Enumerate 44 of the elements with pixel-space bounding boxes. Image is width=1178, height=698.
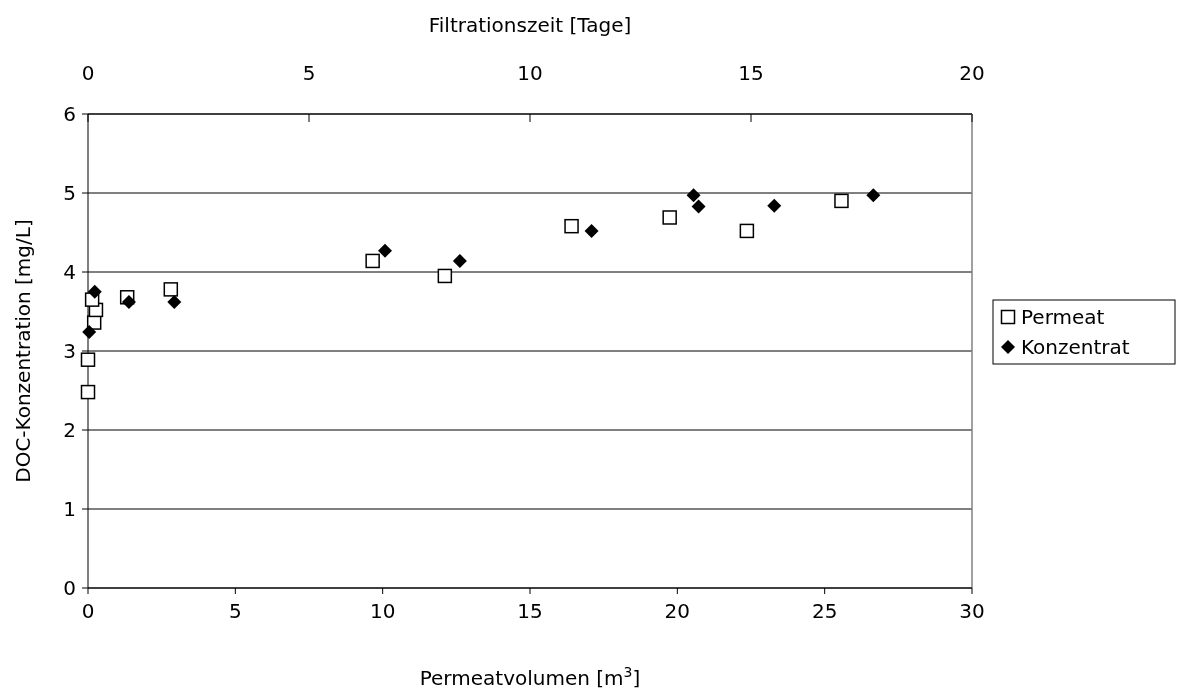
x-axis-title: Permeatvolumen [m$^{3}$]: [419, 664, 641, 690]
x2-tick-label: 0: [81, 61, 95, 85]
point: [662, 210, 677, 225]
point: [167, 295, 182, 310]
y-tick-label: 5: [63, 181, 76, 205]
y-tick-label: 1: [63, 497, 76, 521]
legend-label: Permeat: [1021, 305, 1105, 329]
y-axis-title: DOC-Konzentration [mg/L]: [11, 219, 35, 483]
point: [80, 384, 96, 400]
x2-tick-label: 20: [959, 61, 985, 85]
y-tick-label: 0: [63, 576, 76, 600]
x-tick-label: 0: [81, 599, 95, 623]
point: [564, 218, 579, 234]
y-tick-label: 2: [63, 418, 76, 442]
x2-tick-label: 5: [302, 61, 316, 85]
x-tick-label: 20: [664, 599, 691, 623]
legend-label: Konzentrat: [1021, 335, 1130, 359]
x-tick-label: 15: [517, 599, 543, 623]
y-tick-label: 6: [63, 102, 76, 126]
y-tick-label: 4: [63, 260, 76, 284]
point: [365, 253, 380, 269]
point: [584, 223, 599, 238]
point: [866, 188, 881, 203]
x2-tick-label: 10: [517, 61, 543, 85]
x2-axis-title: Filtrationszeit [Tage]: [428, 13, 632, 37]
point: [163, 282, 179, 297]
point: [739, 223, 755, 239]
point: [80, 352, 96, 367]
y-tick-label: 3: [63, 339, 76, 363]
x-tick-label: 30: [959, 599, 985, 623]
point: [87, 284, 102, 299]
x-tick-label: 5: [228, 599, 242, 623]
point: [452, 253, 467, 268]
point: [121, 295, 136, 310]
point: [691, 199, 706, 214]
point: [686, 188, 701, 203]
point: [834, 193, 849, 209]
point: [82, 325, 97, 340]
point: [378, 243, 393, 258]
x-tick-label: 10: [369, 599, 396, 623]
point: [437, 268, 453, 284]
x2-tick-label: 15: [738, 61, 764, 85]
x-tick-label: 25: [811, 599, 838, 623]
point: [767, 198, 782, 213]
